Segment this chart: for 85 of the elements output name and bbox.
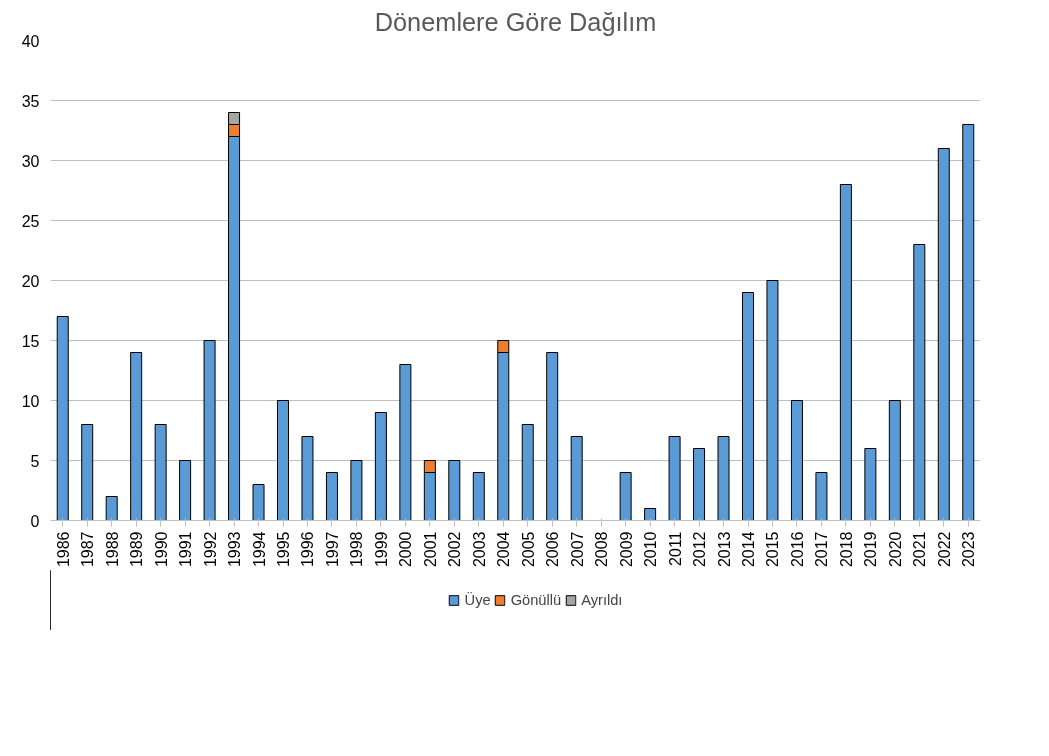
x-tick-label: 2012: [691, 531, 709, 568]
bar: [399, 364, 412, 521]
x-tick-label: 2002: [446, 531, 464, 568]
x-tick-label: 2017: [813, 531, 831, 568]
bar: [864, 448, 877, 521]
bar: [888, 400, 901, 521]
x-tick-label: 2004: [495, 531, 513, 568]
y-tick-label: 25: [21, 212, 40, 230]
y-tick-label: 15: [21, 332, 40, 350]
x-tick-label: 2001: [421, 531, 439, 568]
x-tick-label: 2014: [740, 531, 757, 568]
y-tick-label: 0: [30, 512, 40, 530]
x-tick-label: 2008: [593, 531, 611, 568]
x-tick-label: 1995: [275, 531, 292, 568]
bar: [644, 508, 657, 521]
bar: [693, 448, 706, 521]
x-tick-label: 2016: [788, 531, 806, 568]
x-tick-label: 2007: [568, 531, 586, 568]
bar: [815, 472, 828, 521]
bar: [105, 496, 118, 521]
x-tick-label: 2019: [862, 531, 880, 568]
bar: [521, 424, 534, 521]
x-tick-label: 1990: [152, 531, 170, 568]
bar: [766, 280, 779, 521]
legend-label: Gönüllü: [510, 592, 562, 608]
x-tick-label: 1992: [201, 531, 219, 568]
bar: [252, 484, 265, 521]
bar: [717, 436, 730, 521]
y-tick-label: 40: [21, 32, 40, 50]
x-tick-label: 2009: [617, 531, 635, 568]
y-tick-label: 5: [30, 452, 40, 470]
x-tick-label: 2011: [666, 531, 684, 566]
x-tick-label: 2023: [960, 531, 978, 568]
bar: [790, 400, 803, 521]
x-tick-label: 2006: [544, 531, 562, 568]
y-tick-label: 20: [21, 272, 40, 290]
y-tick-label: 30: [21, 152, 40, 170]
bar: [276, 400, 290, 521]
bar: [619, 472, 632, 521]
bar: [472, 472, 485, 521]
x-tick-label: 2020: [886, 531, 904, 568]
x-tick-label: 1988: [103, 531, 121, 568]
bar: [154, 424, 167, 521]
x-tick-label: 2000: [397, 531, 415, 568]
bar: [203, 340, 216, 521]
x-tick-label: 2013: [715, 531, 733, 568]
bar: [962, 124, 975, 521]
x-tick-label: 2021: [911, 531, 929, 568]
bar: [839, 184, 852, 521]
x-tick-label: 1989: [128, 531, 146, 568]
x-tick-label: 2005: [519, 531, 537, 568]
bar: [448, 460, 461, 521]
legend-label: Ayrıldı: [581, 592, 623, 608]
x-tick-label: 1993: [226, 531, 244, 568]
x-tick-label: 2022: [935, 531, 953, 568]
bar: [546, 352, 559, 521]
bar: [81, 424, 94, 521]
y-tick-label: 10: [21, 392, 40, 410]
bar: [570, 436, 583, 521]
bar: [56, 316, 69, 521]
x-tick-label: 1994: [250, 531, 268, 568]
bar: [913, 244, 926, 521]
bar: [741, 292, 755, 521]
chart-title: Dönemlere Göre Dağılım: [374, 7, 657, 36]
x-tick-label: 1986: [54, 531, 72, 568]
x-tick-label: 1987: [79, 531, 97, 568]
bar: [325, 472, 338, 521]
x-tick-label: 1996: [299, 531, 317, 568]
x-tick-label: 1991: [177, 531, 195, 568]
bar: [130, 352, 143, 521]
x-tick-label: 1999: [372, 531, 390, 568]
x-tick-label: 2015: [764, 531, 782, 568]
x-tick-label: 2010: [642, 531, 660, 568]
bar: [301, 436, 314, 521]
bar: [937, 148, 950, 521]
bar: [374, 412, 387, 521]
x-tick-label: 2018: [837, 531, 855, 568]
x-tick-label: 1997: [323, 531, 341, 568]
x-tick-label: 2003: [470, 531, 488, 568]
bar: [179, 460, 192, 521]
x-tick-label: 1998: [348, 531, 366, 568]
bar: [350, 460, 363, 521]
legend-label: Üye: [464, 592, 491, 608]
y-tick-label: 35: [21, 92, 40, 110]
bar: [668, 436, 681, 521]
